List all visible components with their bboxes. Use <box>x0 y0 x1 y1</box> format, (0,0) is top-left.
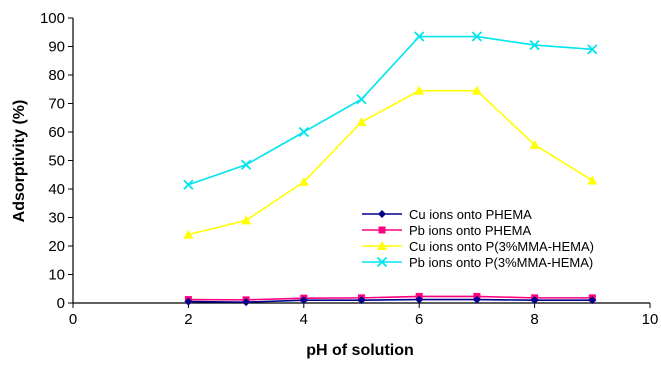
legend-item: Pb ions onto P(3%MMA-HEMA) <box>362 255 593 270</box>
x-marker-stroke <box>587 44 598 55</box>
data-point <box>530 296 539 305</box>
data-point <box>356 117 367 127</box>
y-tick-label: 10 <box>48 267 65 284</box>
series-line <box>188 35 593 186</box>
x-marker-stroke <box>471 31 483 42</box>
y-tick-label: 100 <box>40 10 65 27</box>
series-line <box>188 298 593 303</box>
legend-item: Pb ions onto PHEMA <box>362 223 531 238</box>
data-point <box>356 94 367 105</box>
data-point <box>587 175 598 185</box>
x-tick-label: 6 <box>415 311 423 328</box>
data-point <box>587 44 598 55</box>
data-point <box>529 139 540 149</box>
x-marker-stroke <box>356 94 367 105</box>
legend-item: Cu ions onto PHEMA <box>362 207 532 222</box>
x-tick-label: 10 <box>642 311 659 328</box>
data-point <box>183 229 194 239</box>
series-line <box>188 295 593 301</box>
data-point <box>241 215 252 225</box>
y-tick-label: 90 <box>48 39 65 56</box>
data-point <box>242 298 251 307</box>
x-marker-stroke <box>414 31 425 42</box>
legend-marker <box>376 256 388 268</box>
y-tick-label: 40 <box>48 181 65 198</box>
legend-label: Pb ions onto P(3%MMA-HEMA) <box>409 255 593 270</box>
x-marker-stroke <box>240 159 252 170</box>
data-point <box>472 295 481 304</box>
legend-label: Pb ions onto PHEMA <box>409 223 531 238</box>
x-marker-stroke <box>529 39 540 51</box>
x-marker-stroke <box>376 256 388 268</box>
data-point <box>183 179 194 190</box>
y-tick-label: 0 <box>57 295 65 312</box>
x-marker-stroke <box>298 126 309 138</box>
data-point <box>529 39 540 51</box>
y-axis-label: Adsorptivity (%) <box>11 100 28 223</box>
series-4 <box>183 31 598 190</box>
data-point <box>184 297 193 306</box>
y-tick-label: 30 <box>48 210 65 227</box>
y-tick-label: 80 <box>48 67 65 84</box>
legend-item: Cu ions onto P(3%MMA-HEMA) <box>362 239 594 254</box>
series-1 <box>184 295 597 307</box>
y-tick-label: 70 <box>48 96 65 113</box>
data-point <box>414 85 425 95</box>
x-axis-label: pH of solution <box>306 342 414 359</box>
data-point <box>471 85 482 95</box>
series-line <box>188 89 593 236</box>
x-tick-label: 0 <box>69 311 77 328</box>
data-point <box>299 296 308 305</box>
legend-marker <box>377 241 387 250</box>
data-point <box>588 296 597 305</box>
y-tick-label: 50 <box>48 153 65 170</box>
axes: 0 10 20 30 40 50 60 70 80 90 100 0 2 4 6 8 10 <box>40 10 658 328</box>
x-marker-stroke <box>183 179 194 190</box>
data-point <box>414 31 425 42</box>
data-point <box>298 126 309 138</box>
y-tick-label: 60 <box>48 124 65 141</box>
data-point <box>298 176 309 186</box>
plot-area <box>183 31 598 307</box>
legend-marker <box>378 210 386 218</box>
legend-label: Cu ions onto PHEMA <box>409 207 532 222</box>
data-point <box>471 31 483 42</box>
x-tick-label: 4 <box>300 311 308 328</box>
data-point <box>415 295 424 304</box>
legend-marker <box>378 226 386 234</box>
y-tick-label: 20 <box>48 238 65 255</box>
data-point <box>240 159 252 170</box>
legend-label: Cu ions onto P(3%MMA-HEMA) <box>409 239 594 254</box>
x-tick-label: 8 <box>530 311 538 328</box>
series-3 <box>183 85 598 239</box>
x-tick-label: 2 <box>184 311 192 328</box>
data-point <box>357 296 366 305</box>
